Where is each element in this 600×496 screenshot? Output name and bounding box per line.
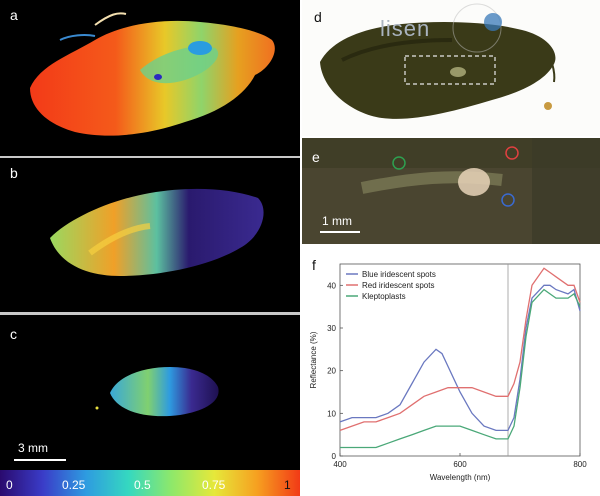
panel-label-e: e: [312, 149, 320, 165]
series-line-2: [340, 288, 581, 449]
panel-b-image: [50, 188, 264, 276]
x-tick-label: 800: [573, 460, 587, 469]
colorbar-tick-0: 0: [6, 478, 13, 492]
y-tick-label: 40: [327, 281, 336, 290]
panel-a-image: [30, 12, 275, 136]
y-axis-label: Reflectance (%): [309, 331, 318, 388]
scale-bar-e-label: 1 mm: [322, 214, 352, 228]
panel-f-spectra-chart: f 0 10 20 30 40 400 600 800 Wavelength (nm) Refle…: [302, 248, 600, 496]
panel-d-image: [320, 3, 556, 119]
panel-c-image: [95, 367, 219, 417]
colorbar-tick-3: 0.75: [202, 478, 226, 492]
colorbar-tick-4: 1: [284, 478, 291, 492]
series-line-1: [339, 267, 581, 432]
scale-bar-left: [14, 459, 66, 461]
colorbar-tick-1: 0.25: [62, 478, 86, 492]
y-tick-label: 30: [327, 324, 336, 333]
panel-a-reflectance-map: a: [0, 0, 300, 156]
legend-entry-1: Red iridescent spots: [362, 281, 434, 290]
y-tick-label: 10: [327, 409, 336, 418]
y-tick-label: 0: [332, 452, 337, 461]
panel-label-a: a: [10, 7, 18, 23]
reflectance-chart: 0 10 20 30 40 400 600 800 Wavelength (nm) Reflect…: [309, 263, 587, 482]
separator: [0, 156, 300, 158]
panel-e-image: [302, 138, 600, 244]
scale-bar-left-label: 3 mm: [18, 441, 48, 455]
legend-entry-0: Blue iridescent spots: [362, 270, 436, 279]
panel-c-reflectance-map: c 3 mm: [0, 315, 300, 470]
colorbar: [0, 470, 300, 496]
panel-label-f: f: [312, 257, 316, 273]
y-tick-label: 20: [327, 367, 336, 376]
panel-b-reflectance-map: b: [0, 158, 300, 312]
panel-d-photo: d lisen: [302, 0, 600, 136]
x-tick-label: 600: [453, 460, 467, 469]
series-line-0: [339, 284, 581, 432]
separator: [0, 312, 300, 315]
x-axis-label: Wavelength (nm): [430, 473, 491, 482]
panel-label-b: b: [10, 165, 18, 181]
legend-entry-2: Kleptoplasts: [362, 292, 406, 301]
panel-e-photo: e 1 mm: [302, 138, 600, 244]
panel-label-c: c: [10, 326, 17, 342]
panel-label-d: d: [314, 9, 322, 25]
colorbar-tick-2: 0.5: [134, 478, 151, 492]
colorbar-gradient: [0, 470, 300, 496]
x-tick-label: 400: [333, 460, 347, 469]
watermark-text: lisen: [380, 16, 431, 41]
